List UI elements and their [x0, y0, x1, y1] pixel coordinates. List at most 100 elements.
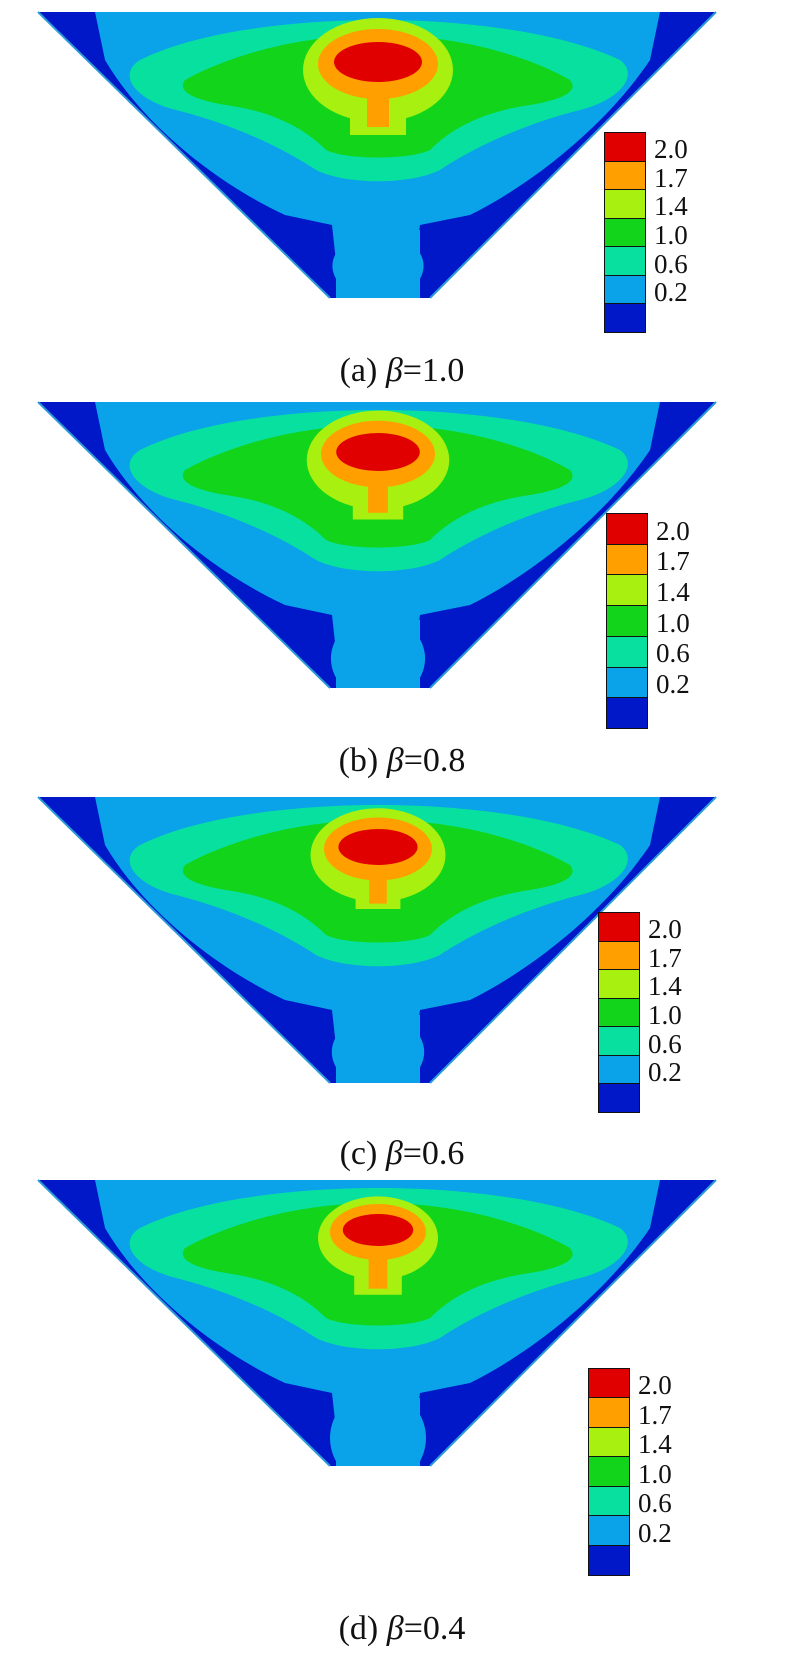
- colorbar-swatch: [604, 217, 646, 248]
- contour-plot-c: [37, 796, 717, 1084]
- contour-layers: [38, 797, 716, 1083]
- colorbar-tick-label: 0.6: [654, 248, 688, 279]
- colorbar-swatch: [598, 912, 640, 942]
- caption-a: (a) β=1.0: [0, 352, 804, 390]
- colorbar-tick-label: 1.4: [648, 971, 682, 1002]
- colorbar-swatch: [606, 513, 648, 545]
- colorbar-swatch: [604, 274, 646, 305]
- contour-core-red: [334, 42, 422, 82]
- colorbar-swatch: [598, 1026, 640, 1057]
- colorbar-swatch: [588, 1485, 630, 1517]
- colorbar-swatch: [598, 1083, 640, 1114]
- contour-stem-0-6: [336, 1398, 420, 1466]
- colorbar-swatch: [588, 1368, 630, 1399]
- colorbar-legend-b: 2.0 1.7 1.4 1.0 0.6 0.2: [606, 513, 766, 730]
- panel-c: 2.0 1.7 1.4 1.0 0.6 0.2 (c) β=0.6: [0, 785, 804, 1185]
- colorbar-swatch: [588, 1426, 630, 1458]
- colorbar-swatch: [598, 997, 640, 1028]
- colorbar-tick-label: 1.7: [654, 162, 688, 193]
- contour-plot-a: [37, 11, 717, 299]
- caption-label-b: (b): [338, 742, 379, 779]
- contour-stem-orange: [368, 1253, 388, 1289]
- caption-label-c: (c): [339, 1135, 378, 1172]
- colorbar-tick-label: 1.0: [648, 1000, 682, 1030]
- edge-right: [429, 1179, 717, 1467]
- colorbar-swatch: [598, 1054, 640, 1085]
- colorbar-swatch: [588, 1456, 630, 1488]
- colorbar-tick-label: 0.2: [654, 277, 688, 308]
- colorbar-swatch: [604, 189, 646, 220]
- contour-core-red: [338, 829, 418, 865]
- caption-d: (d) β=0.4: [0, 1610, 804, 1648]
- colorbar-tick-label: 1.0: [654, 220, 688, 250]
- caption-b: (b) β=0.8: [0, 742, 804, 780]
- caption-beta-symbol-d: β: [386, 1610, 404, 1647]
- colorbar-swatch: [606, 666, 648, 699]
- colorbar-swatch: [588, 1515, 630, 1547]
- caption-label-a: (a): [339, 352, 378, 389]
- colorbar-swatch: [606, 605, 648, 638]
- colorbar-tick-label: 1.0: [638, 1458, 672, 1489]
- colorbar-legend-d: 2.0 1.7 1.4 1.0 0.6 0.2: [588, 1368, 748, 1576]
- colorbar-legend-c: 2.0 1.7 1.4 1.0 0.6 0.2: [598, 912, 758, 1114]
- caption-beta-symbol-b: β: [386, 742, 404, 779]
- panel-b: 2.0 1.7 1.4 1.0 0.6 0.2 (b) β=0.8: [0, 390, 804, 790]
- colorbar-tick-label: 0.6: [638, 1488, 672, 1519]
- colorbar-swatch: [606, 543, 648, 576]
- contour-layers: [38, 402, 716, 688]
- contour-stem-orange: [368, 475, 388, 513]
- contour-stem-0-6: [336, 620, 420, 688]
- edge-right: [429, 401, 717, 689]
- contour-layers: [38, 1180, 716, 1466]
- panel-a: 2.0 1.7 1.4 1.0 0.6 0.2 (a) β=1.0: [0, 0, 804, 400]
- edge-right: [429, 11, 717, 299]
- colorbar-swatch: [598, 969, 640, 1000]
- caption-label-d: (d): [338, 1610, 379, 1647]
- colorbar-swatch: [606, 697, 648, 730]
- colorbar-tick-label: 2.0: [654, 134, 688, 165]
- colorbar-tick-label: 2.0: [656, 515, 690, 546]
- caption-c: (c) β=0.6: [0, 1135, 804, 1173]
- colorbar-tick-label: 0.2: [648, 1057, 682, 1088]
- colorbar-swatch: [598, 940, 640, 971]
- contour-core-red: [336, 433, 420, 471]
- colorbar-tick-label: 0.2: [656, 669, 690, 700]
- contour-layers: [38, 12, 716, 298]
- edge-right: [429, 796, 717, 1084]
- colorbar-tick-label: 2.0: [648, 914, 682, 945]
- caption-beta-symbol-c: β: [385, 1135, 403, 1172]
- caption-beta-value-d: =0.4: [403, 1610, 466, 1647]
- colorbar-swatch: [606, 574, 648, 607]
- panel-d: 2.0 1.7 1.4 1.0 0.6 0.2 (d) β=0.4: [0, 1168, 804, 1664]
- colorbar-legend-a: 2.0 1.7 1.4 1.0 0.6 0.2: [604, 132, 764, 334]
- contour-plot-d: [37, 1179, 717, 1467]
- contour-stem-0-6: [336, 1015, 420, 1083]
- colorbar-tick-label: 1.4: [656, 577, 690, 608]
- colorbar-tick-label: 1.7: [656, 546, 690, 577]
- colorbar-tick-label: 1.4: [638, 1429, 672, 1460]
- edge-left: [37, 796, 331, 1084]
- colorbar-swatch: [606, 635, 648, 668]
- colorbar-tick-label: 0.6: [648, 1028, 682, 1059]
- colorbar-swatch: [588, 1397, 630, 1429]
- contour-plot-b: [37, 401, 717, 689]
- contour-stem-orange: [369, 870, 387, 904]
- colorbar-swatch: [604, 303, 646, 334]
- caption-beta-value-a: =1.0: [402, 352, 465, 389]
- colorbar-tick-label: 1.0: [656, 607, 690, 638]
- edge-left: [37, 1179, 331, 1467]
- colorbar-swatch: [588, 1544, 630, 1576]
- colorbar-tick-label: 2.0: [638, 1370, 672, 1401]
- caption-beta-value-b: =0.8: [403, 742, 466, 779]
- colorbar-tick-label: 0.6: [656, 638, 690, 669]
- colorbar-tick-label: 1.4: [654, 191, 688, 222]
- contour-stem-orange: [367, 85, 389, 127]
- colorbar-swatch: [604, 246, 646, 277]
- edge-left: [37, 11, 331, 299]
- contour-core-red: [342, 1214, 414, 1246]
- colorbar-swatch: [604, 132, 646, 162]
- edge-left: [37, 401, 331, 689]
- colorbar-swatch: [604, 160, 646, 191]
- caption-beta-value-c: =0.6: [402, 1135, 465, 1172]
- contour-stem-0-6: [336, 230, 420, 298]
